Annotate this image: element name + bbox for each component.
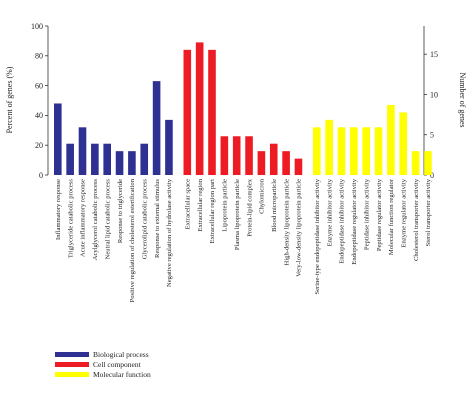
category-label: Lipoprotein particle xyxy=(222,179,229,232)
bar xyxy=(54,103,62,175)
category-label: Inflammatory response xyxy=(55,179,62,240)
category-label: Plasma lipoprotein particle xyxy=(234,179,241,250)
category-label: Acylglycerol catabolic process xyxy=(92,179,99,261)
category-label: Glycerolipid catabolic process xyxy=(141,179,148,260)
bar xyxy=(399,112,408,175)
category-label: Negative regulation of hydrolase activit… xyxy=(166,178,173,287)
bar xyxy=(140,143,149,175)
category-label: Extracellular region xyxy=(197,178,204,231)
bar xyxy=(325,119,333,175)
legend-label: Cell component xyxy=(93,360,142,369)
legend-swatch xyxy=(55,372,89,377)
left-tick-label: 80 xyxy=(35,52,43,61)
right-tick-label: 5 xyxy=(430,131,434,140)
bar xyxy=(78,127,87,175)
category-label: Neutral lipid catabolic process xyxy=(104,179,111,260)
bar xyxy=(91,143,99,175)
category-label: Acute inflammatory response xyxy=(80,179,87,257)
right-tick-label: 10 xyxy=(430,90,438,99)
right-y-axis: 0 5 10 15 xyxy=(423,26,438,180)
category-label: High-density lipoprotein particle xyxy=(283,179,290,266)
right-tick-label: 0 xyxy=(430,171,434,180)
left-tick-label: 0 xyxy=(39,171,43,180)
category-label: Very-low-density lipoprotein particle xyxy=(296,179,303,277)
bar xyxy=(374,127,383,175)
bar xyxy=(350,127,358,175)
legend-swatch xyxy=(55,362,89,367)
category-label: Triglyceride catabolic process xyxy=(67,179,74,259)
category-label: Response to triglyceride xyxy=(117,179,124,243)
left-tick-label: 20 xyxy=(35,141,43,150)
bar xyxy=(245,136,253,175)
bar xyxy=(411,151,420,175)
bar xyxy=(128,151,136,175)
bar xyxy=(220,136,229,175)
bar xyxy=(152,81,161,175)
bar xyxy=(424,151,432,175)
legend-label: Biological process xyxy=(93,350,149,359)
category-label: Enzyme regulator activity xyxy=(400,178,407,247)
bar xyxy=(165,119,173,175)
bar xyxy=(294,158,303,175)
bar xyxy=(232,136,241,175)
legend-swatch xyxy=(55,352,89,357)
category-label: Blood microparticle xyxy=(271,179,278,232)
category-label: Sterol transporter activity xyxy=(425,178,432,246)
category-label: Extracellular space xyxy=(185,179,192,229)
category-label: Protein-lipid complex xyxy=(246,178,253,236)
category-label: Endopeptidase regulator activity xyxy=(351,178,358,264)
bar xyxy=(362,127,370,175)
left-axis-title: Percent of genes (%) xyxy=(5,66,14,133)
category-label: Peptidase inhibitor activity xyxy=(363,178,370,250)
category-label: Chylomicron xyxy=(259,178,266,214)
category-label: Molecular function regulator xyxy=(388,178,395,255)
right-tick-label: 15 xyxy=(430,50,438,59)
bar xyxy=(115,151,124,175)
category-label: Positive regulation of cholesterol ester… xyxy=(129,178,136,302)
category-label: Enzyme inhibitor activity xyxy=(326,178,333,246)
category-label: Cholesterol transporter activity xyxy=(413,178,420,261)
category-label: Endopeptidase inhibitor activity xyxy=(339,178,346,263)
right-axis-title: Number of genes xyxy=(458,72,467,127)
category-label: Response to external stimulus xyxy=(154,179,161,258)
bar xyxy=(103,143,111,175)
bar xyxy=(208,49,216,176)
bar xyxy=(66,143,74,175)
category-label: Extracellular region part xyxy=(209,179,216,244)
bar xyxy=(387,104,395,175)
left-tick-label: 40 xyxy=(35,111,43,120)
category-label: Peptidase regulator activity xyxy=(376,178,383,251)
legend-label: Molecular function xyxy=(93,370,151,379)
category-label: Serine-type endopeptidase inhibitor acti… xyxy=(314,178,321,294)
category-labels: Inflammatory response Triglyceride catabo… xyxy=(55,178,432,302)
bar xyxy=(269,143,278,175)
bar xyxy=(282,151,290,175)
bar xyxy=(257,151,266,175)
bar xyxy=(313,127,321,175)
bars xyxy=(54,42,432,176)
bar xyxy=(195,42,204,175)
left-y-axis: 0 20 40 60 80 100 xyxy=(31,22,49,180)
left-tick-label: 100 xyxy=(31,22,43,31)
bar xyxy=(183,49,192,176)
left-tick-label: 60 xyxy=(35,81,43,90)
bar xyxy=(337,127,346,175)
